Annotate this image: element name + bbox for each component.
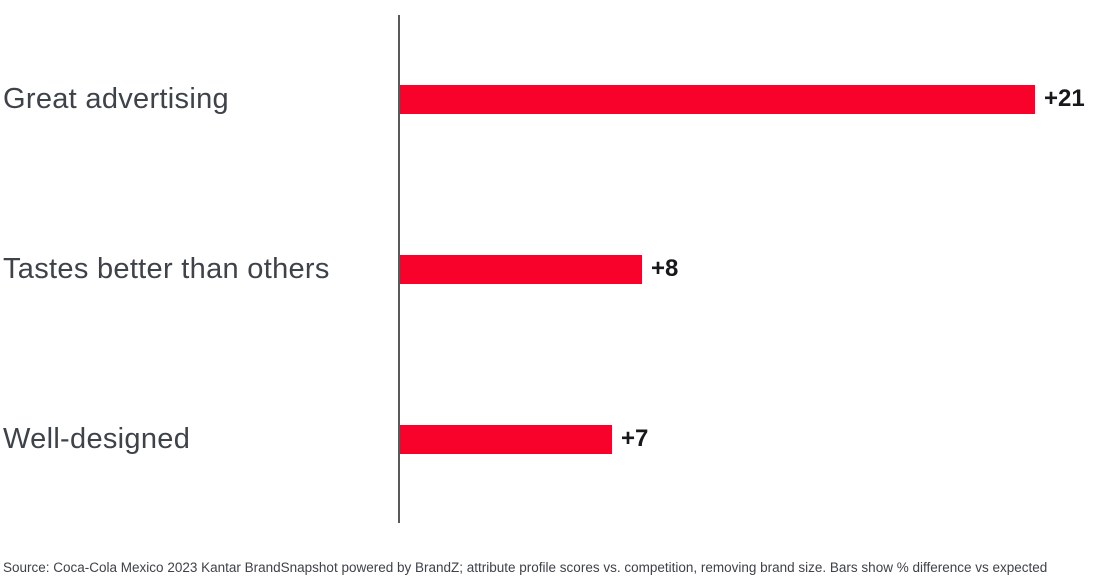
bar-tastes-better [400, 254, 642, 284]
bar-area: +21 [400, 84, 1085, 114]
value-label-great-advertising: +21 [1044, 85, 1085, 112]
bar-well-designed [400, 424, 612, 454]
bar-row-great-advertising: Great advertising +21 [0, 69, 1100, 129]
bar-great-advertising [400, 84, 1035, 114]
bar-area: +8 [400, 254, 679, 284]
bar-row-tastes-better: Tastes better than others +8 [0, 239, 1100, 299]
bar-row-well-designed: Well-designed +7 [0, 409, 1100, 469]
y-axis-line [398, 15, 400, 523]
category-label-great-advertising: Great advertising [3, 82, 229, 115]
value-label-well-designed: +7 [621, 425, 649, 452]
source-note: Source: Coca-Cola Mexico 2023 Kantar Bra… [3, 560, 1048, 575]
bar-area: +7 [400, 424, 649, 454]
category-label-tastes-better: Tastes better than others [3, 252, 330, 285]
value-label-tastes-better: +8 [651, 255, 679, 282]
category-label-well-designed: Well-designed [3, 422, 191, 455]
